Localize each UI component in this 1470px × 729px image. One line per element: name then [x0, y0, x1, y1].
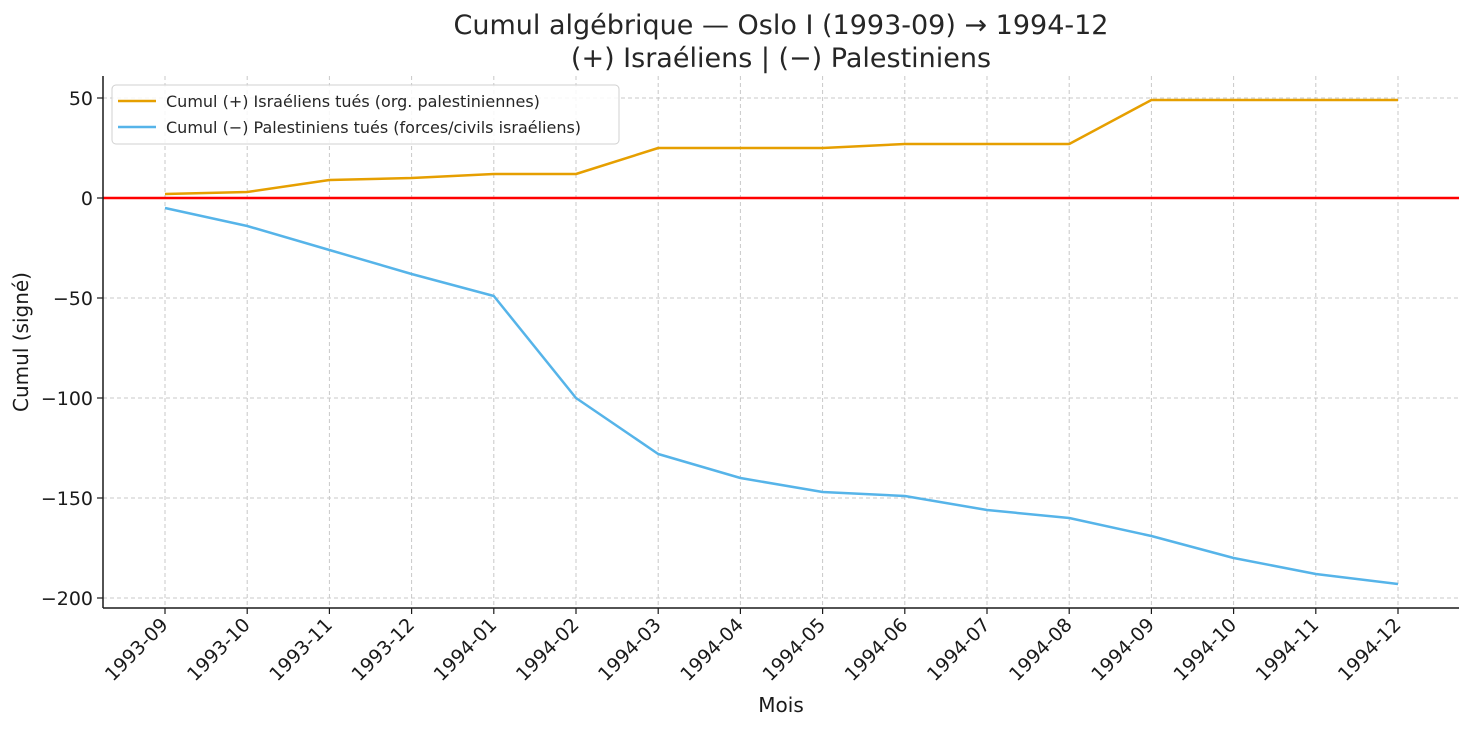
- legend: Cumul (+) Israéliens tués (org. palestin…: [111, 84, 620, 145]
- chart-title: Cumul algébrique — Oslo I (1993-09) → 19…: [454, 10, 1109, 41]
- x-tick-label: 1994-05: [758, 614, 830, 686]
- y-tick-label: −100: [41, 388, 93, 410]
- x-tick-label: 1994-04: [676, 614, 748, 686]
- legend-label-israeliens: Cumul (+) Israéliens tués (org. palestin…: [166, 92, 540, 111]
- x-tick-label: 1994-12: [1334, 614, 1406, 686]
- series-line-palestiniens: [164, 206, 1399, 586]
- y-tick-label: −150: [41, 488, 93, 510]
- x-tick-label: 1994-09: [1087, 614, 1159, 686]
- x-tick-label: 1994-10: [1169, 614, 1241, 686]
- y-axis-label: Cumul (signé): [9, 272, 33, 412]
- y-tick-label: 0: [81, 188, 93, 210]
- y-tick-label: 50: [69, 88, 93, 110]
- x-tick-label: 1994-07: [923, 614, 995, 686]
- y-tick-label: −50: [53, 288, 93, 310]
- x-tick-label: 1993-11: [265, 614, 337, 686]
- series-layer: [164, 98, 1399, 586]
- legend-frame: [111, 84, 620, 145]
- x-tick-label: 1993-10: [183, 614, 255, 686]
- axes: 1993-09 1993-10 1993-11 1993-12 1994-01 1994-…: [41, 76, 1459, 686]
- x-tick-label: 1993-12: [347, 614, 419, 686]
- x-tick-label: 1994-06: [841, 614, 913, 686]
- x-tick-label: 1994-02: [512, 614, 584, 686]
- y-tick-label: −200: [41, 588, 93, 610]
- x-tick-label: 1994-03: [594, 614, 666, 686]
- x-tick-label: 1994-01: [430, 614, 502, 686]
- grid: [103, 76, 1459, 608]
- x-tick-label: 1994-08: [1005, 614, 1077, 686]
- x-tick-label: 1994-11: [1252, 614, 1324, 686]
- series-line-israeliens: [164, 98, 1398, 196]
- chart-subtitle: (+) Israéliens | (−) Palestiniens: [571, 43, 991, 74]
- legend-label-palestiniens: Cumul (−) Palestiniens tués (forces/civi…: [166, 118, 581, 137]
- x-tick-label: 1993-09: [101, 614, 173, 686]
- x-axis-label: Mois: [758, 693, 803, 717]
